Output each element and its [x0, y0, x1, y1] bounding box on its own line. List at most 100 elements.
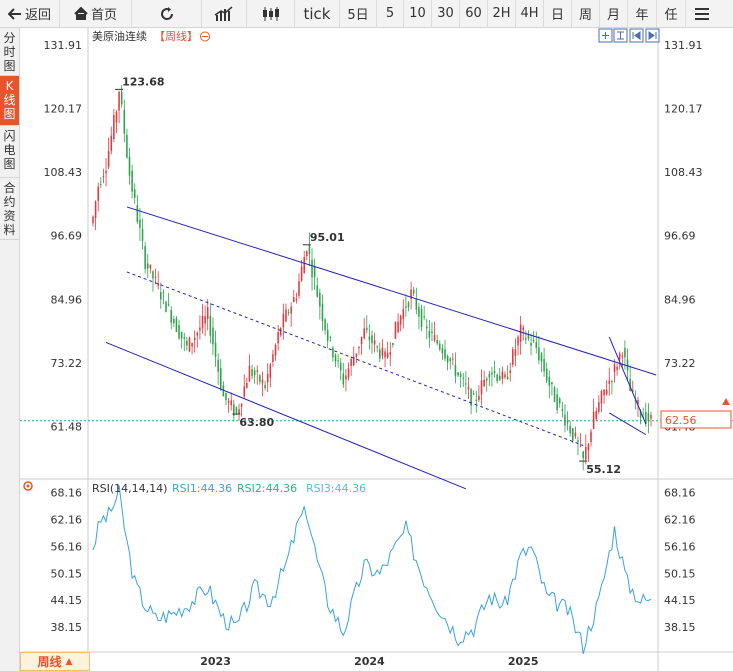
candle-body: [538, 347, 540, 361]
candle-body: [212, 327, 214, 345]
axis-labels: 131.91 131.91 120.17 120.17 108.43 108.43 96.6…: [44, 39, 703, 668]
period-2h[interactable]: 2H: [488, 0, 516, 27]
scroll-right-icon[interactable]: [645, 28, 660, 43]
period-month[interactable]: 月: [600, 0, 628, 27]
refresh-icon: [160, 6, 173, 20]
y-tick-right: 96.69: [664, 230, 696, 243]
candle-style-button[interactable]: [247, 0, 295, 27]
candle-body: [428, 331, 431, 338]
extreme-label: 63.80: [239, 416, 274, 429]
chart-bars-icon: [214, 5, 233, 21]
candle-body: [360, 336, 363, 345]
zoom-fit-icon[interactable]: [598, 28, 613, 43]
candle-body: [146, 263, 149, 269]
trend-line[interactable]: [608, 336, 647, 424]
candle-body: [173, 318, 175, 324]
chart-frame: [20, 28, 733, 671]
candle-body: [292, 297, 295, 302]
sidebar-item-label: 闪电图: [3, 129, 16, 171]
candle-body: [462, 377, 465, 379]
candle-body: [624, 348, 626, 358]
zoom-in-icon[interactable]: [613, 28, 628, 43]
candle-body: [506, 376, 509, 380]
candle-body: [491, 372, 493, 375]
candle-body: [543, 358, 545, 372]
period-4h[interactable]: 4H: [516, 0, 544, 27]
candle-body: [149, 264, 152, 269]
candle-body: [100, 183, 102, 185]
period-5min[interactable]: 5: [377, 0, 404, 27]
period-60min[interactable]: 60: [460, 0, 488, 27]
period-custom[interactable]: 任: [657, 0, 686, 27]
candle-body: [126, 134, 128, 158]
rsi-y-tick-right: 68.16: [664, 487, 696, 500]
trend-line[interactable]: [105, 341, 467, 490]
rsi-y-tick-left: 50.15: [51, 567, 83, 580]
back-button[interactable]: 返回: [0, 0, 60, 27]
trend-line[interactable]: [126, 206, 657, 376]
candle-body: [285, 309, 287, 322]
candle-body: [386, 353, 389, 358]
extreme-label: 95.01: [310, 231, 345, 244]
trend-line[interactable]: [609, 412, 647, 436]
period-10min[interactable]: 10: [404, 0, 432, 27]
candle-body: [199, 327, 201, 331]
scroll-left-icon[interactable]: [629, 28, 644, 43]
candle-body: [332, 347, 334, 358]
period-day[interactable]: 日: [544, 0, 572, 27]
candle-body: [470, 389, 472, 406]
period-toggle-icon[interactable]: [200, 31, 210, 42]
trend-line[interactable]: [126, 271, 584, 446]
candle-body: [248, 365, 251, 382]
candle-body: [246, 382, 248, 389]
candle-body: [334, 354, 337, 362]
period-selector[interactable]: 周线 ▲: [20, 652, 90, 671]
candle-body: [399, 315, 402, 325]
candle-body: [582, 451, 584, 459]
rsi-y-tick-right: 44.15: [664, 594, 696, 607]
price-alert-icon[interactable]: [722, 398, 730, 405]
candle-body: [167, 304, 170, 306]
menu-button[interactable]: [686, 0, 717, 27]
candle-body: [219, 368, 222, 389]
sidebar-item-flash[interactable]: 闪电图: [0, 126, 19, 178]
current-price-value: 62.56: [665, 414, 697, 427]
period-tick[interactable]: tick: [295, 0, 340, 27]
sidebar-item-intraday[interactable]: 分时图: [0, 28, 19, 76]
candle-body: [600, 390, 603, 404]
candle-body: [436, 339, 438, 344]
candle-body: [553, 387, 556, 402]
home-button[interactable]: 首页: [60, 0, 132, 27]
candle-body: [196, 332, 199, 336]
rsi-legend-title: RSI(14,14,14): [92, 482, 167, 495]
rsi-y-tick-left: 68.16: [51, 487, 83, 500]
period-5day[interactable]: 5日: [340, 0, 377, 27]
sidebar-item-contract[interactable]: 合约资料: [0, 178, 19, 240]
rsi-settings-icon[interactable]: [23, 481, 33, 491]
refresh-button[interactable]: [132, 0, 202, 27]
candle-body: [457, 372, 459, 376]
candle-body: [279, 328, 282, 336]
period-week[interactable]: 周: [572, 0, 600, 27]
candle-body: [233, 404, 235, 416]
candle-body: [605, 389, 608, 395]
candle-body: [379, 349, 381, 359]
candle-body: [188, 337, 191, 352]
rsi-y-tick-left: 56.16: [51, 540, 83, 553]
period-selector-label: 周线: [37, 655, 62, 669]
candle-body: [587, 444, 590, 451]
sidebar-item-kline[interactable]: K线图: [0, 76, 19, 126]
candle-body: [645, 411, 647, 425]
period-year[interactable]: 年: [628, 0, 657, 27]
menu-icon: [694, 7, 709, 20]
indicator-button[interactable]: [202, 0, 247, 27]
period-30min[interactable]: 30: [432, 0, 460, 27]
candle-body: [160, 292, 162, 300]
candle-body: [259, 375, 261, 382]
candle-body: [519, 324, 522, 342]
caret-up-icon: ▲: [65, 656, 73, 667]
y-tick-left: 73.22: [51, 357, 83, 370]
candle-body: [94, 201, 97, 219]
kline-chart[interactable]: 123.68 95.01 63.80 55.12 131.91 131.91 120.17…: [20, 28, 733, 671]
candle-body: [556, 394, 558, 410]
